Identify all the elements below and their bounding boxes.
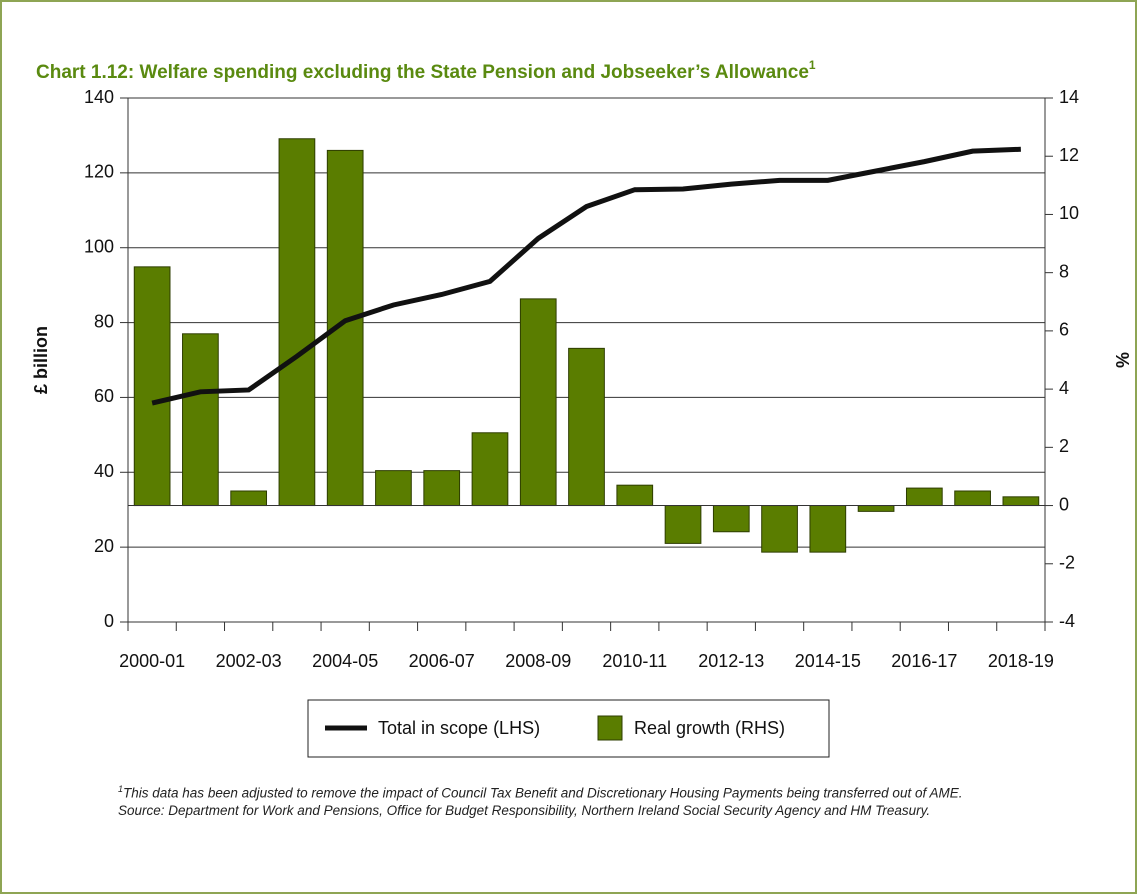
legend-label: Total in scope (LHS) bbox=[378, 718, 540, 738]
y2-tick-label: -4 bbox=[1059, 611, 1075, 631]
bar bbox=[133, 266, 171, 507]
x-tick-label: 2006-07 bbox=[409, 651, 475, 671]
x-tick-label: 2008-09 bbox=[505, 651, 571, 671]
bar bbox=[857, 505, 895, 512]
x-tick-label: 2004-05 bbox=[312, 651, 378, 671]
line bbox=[151, 146, 1021, 406]
title-mark: 1 bbox=[809, 58, 816, 72]
y-tick-label: 120 bbox=[84, 162, 114, 182]
notes: 1This data has been adjusted to remove t… bbox=[118, 781, 1018, 819]
bar bbox=[1002, 496, 1040, 507]
y-tick-label: 20 bbox=[94, 536, 114, 556]
x-tick-label: 2010-11 bbox=[602, 651, 667, 671]
y-tick-label: 140 bbox=[84, 87, 114, 107]
y2-tick-label: 2 bbox=[1059, 436, 1069, 456]
bar bbox=[471, 432, 509, 507]
y2-tick-label: 14 bbox=[1059, 87, 1079, 107]
y2-axis-label: % bbox=[1113, 352, 1133, 368]
legend-swatch bbox=[597, 715, 623, 741]
y2-tick-label: -2 bbox=[1059, 553, 1075, 573]
y2-tick-label: 12 bbox=[1059, 145, 1079, 165]
bar bbox=[568, 347, 605, 507]
bar bbox=[375, 470, 412, 507]
legend-box bbox=[307, 699, 830, 758]
y2-tick-label: 10 bbox=[1059, 203, 1079, 223]
y-tick-label: 60 bbox=[94, 386, 114, 406]
y-axis-label: £ billion bbox=[31, 326, 51, 394]
note-mark: 1 bbox=[118, 784, 124, 794]
note: Source: Department for Work and Pensions… bbox=[118, 802, 931, 818]
y2-tick-label: 6 bbox=[1059, 320, 1069, 340]
x-tick-label: 2016-17 bbox=[891, 651, 957, 671]
legend-label: Real growth (RHS) bbox=[634, 718, 785, 738]
chart-title: Chart 1.12: Welfare spending excluding t… bbox=[36, 58, 816, 83]
x-tick-label: 2002-03 bbox=[216, 651, 282, 671]
title-text: Chart 1.12: Welfare spending excluding t… bbox=[36, 62, 809, 83]
bar bbox=[230, 490, 268, 507]
bar bbox=[423, 470, 461, 507]
y-tick-label: 100 bbox=[84, 236, 114, 256]
x-tick-label: 2000-01 bbox=[119, 651, 185, 671]
bar bbox=[664, 505, 702, 544]
y-tick-label: 40 bbox=[94, 461, 114, 481]
bar bbox=[761, 505, 798, 553]
bar bbox=[519, 298, 557, 507]
bar bbox=[182, 333, 219, 507]
note-text: This data has been adjusted to remove th… bbox=[123, 785, 963, 801]
legend: Total in scope (LHS) Real growth (RHS) bbox=[307, 699, 830, 758]
y2-tick-label: 4 bbox=[1059, 378, 1069, 398]
x-tick-label: 2012-13 bbox=[698, 651, 764, 671]
x-tick-label: 2018-19 bbox=[988, 651, 1054, 671]
bar bbox=[809, 505, 847, 553]
y-tick-label: 0 bbox=[104, 611, 114, 631]
y2-tick-label: 8 bbox=[1059, 261, 1069, 281]
x-tick-label: 2014-15 bbox=[795, 651, 861, 671]
y-tick-label: 80 bbox=[94, 311, 114, 331]
bar bbox=[278, 138, 316, 507]
y2-tick-label: 0 bbox=[1059, 494, 1069, 514]
bar bbox=[616, 484, 654, 507]
bar bbox=[954, 490, 991, 507]
note: 1This data has been adjusted to remove t… bbox=[118, 781, 1018, 802]
bar bbox=[712, 505, 750, 533]
bar bbox=[905, 487, 943, 507]
